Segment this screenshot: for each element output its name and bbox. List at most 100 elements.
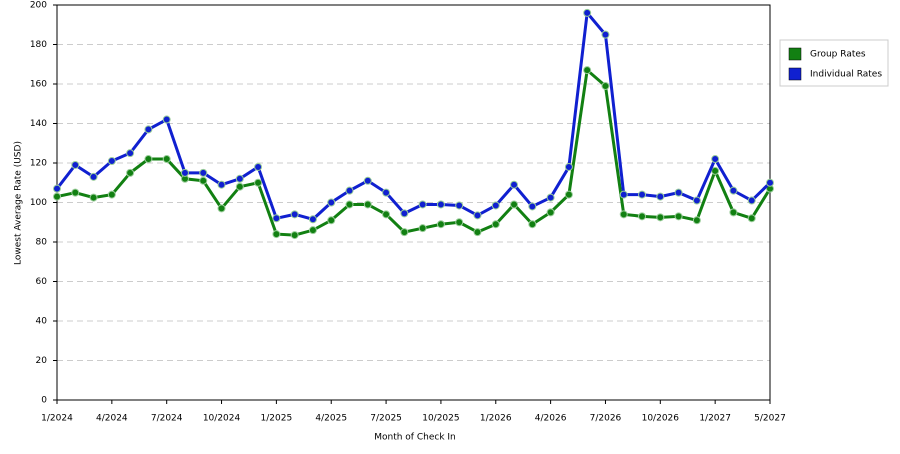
point — [455, 201, 464, 210]
point — [528, 220, 537, 229]
point — [436, 200, 445, 209]
legend-label: Individual Rates — [810, 70, 882, 80]
point — [638, 190, 647, 199]
point — [638, 212, 647, 221]
point — [564, 162, 573, 171]
point — [619, 190, 628, 199]
point — [656, 213, 665, 222]
point — [510, 200, 519, 209]
point — [235, 174, 244, 183]
y-tick-label: 180 — [30, 40, 47, 50]
x-tick-label: 10/2026 — [642, 414, 680, 424]
y-axis-title: Lowest Average Rate (USD) — [14, 141, 24, 265]
y-tick-label: 200 — [30, 1, 47, 11]
point — [235, 182, 244, 191]
point — [107, 190, 116, 199]
x-tick-label: 1/2027 — [699, 414, 731, 424]
point — [418, 224, 427, 233]
point — [199, 168, 208, 177]
point — [53, 192, 61, 201]
point — [144, 125, 153, 134]
point — [747, 196, 756, 205]
point — [766, 178, 774, 187]
point — [564, 190, 573, 199]
point — [455, 218, 464, 227]
y-tick-label: 140 — [30, 119, 47, 129]
point — [290, 231, 299, 240]
point — [510, 180, 519, 189]
x-tick-label: 1/2025 — [261, 414, 293, 424]
point — [199, 176, 208, 185]
y-tick-label: 40 — [36, 317, 48, 327]
point — [400, 228, 409, 237]
point — [546, 208, 555, 217]
point — [363, 200, 372, 209]
point — [345, 186, 354, 195]
x-axis-title: Month of Check In — [374, 433, 456, 443]
point — [583, 66, 592, 75]
y-tick-label: 0 — [41, 396, 47, 406]
series-line — [55, 9, 772, 221]
point — [674, 212, 683, 221]
y-tick-label: 120 — [30, 159, 47, 169]
point — [729, 186, 738, 195]
x-tick-label: 7/2024 — [151, 414, 183, 424]
point — [382, 210, 391, 219]
point — [656, 192, 665, 201]
y-tick-label: 160 — [30, 80, 47, 90]
point — [71, 160, 80, 169]
point — [363, 176, 372, 185]
x-tick-label: 10/2025 — [422, 414, 459, 424]
point — [473, 211, 482, 220]
series-line — [56, 67, 772, 237]
x-tick-label: 7/2026 — [590, 414, 622, 424]
point — [254, 178, 263, 187]
point — [126, 168, 135, 177]
y-tick-label: 100 — [30, 198, 47, 208]
point — [583, 8, 592, 17]
point — [162, 155, 171, 164]
point — [619, 210, 628, 219]
point — [254, 162, 263, 171]
point — [180, 168, 189, 177]
point — [308, 226, 317, 235]
y-tick-label: 60 — [36, 277, 48, 287]
point — [601, 81, 610, 90]
x-tick-label: 4/2024 — [96, 414, 128, 424]
point — [327, 198, 336, 207]
x-tick-label: 4/2025 — [315, 414, 347, 424]
point — [546, 193, 555, 202]
point — [747, 214, 756, 223]
x-tick-label: 5/2027 — [754, 414, 786, 424]
legend-swatch — [788, 47, 802, 61]
point — [436, 220, 445, 229]
point — [491, 220, 500, 229]
point — [89, 193, 98, 202]
point — [601, 30, 610, 39]
x-tick-label: 1/2024 — [41, 414, 73, 424]
x-tick-label: 1/2026 — [480, 414, 512, 424]
point — [692, 196, 701, 205]
point — [308, 215, 317, 224]
x-tick-label: 7/2025 — [370, 414, 402, 424]
point — [107, 157, 116, 166]
point — [711, 155, 720, 164]
point — [217, 180, 226, 189]
y-tick-label: 20 — [36, 356, 48, 366]
point — [217, 204, 226, 213]
point — [327, 216, 336, 225]
point — [345, 200, 354, 209]
point — [272, 230, 281, 239]
point — [400, 209, 409, 218]
legend-swatch — [788, 67, 802, 81]
point — [473, 228, 482, 237]
point — [692, 216, 701, 225]
point — [89, 172, 98, 181]
point — [162, 115, 171, 124]
x-tick-label: 4/2026 — [535, 414, 567, 424]
point — [528, 202, 537, 211]
point — [418, 200, 427, 209]
point — [729, 208, 738, 217]
point — [711, 166, 720, 175]
